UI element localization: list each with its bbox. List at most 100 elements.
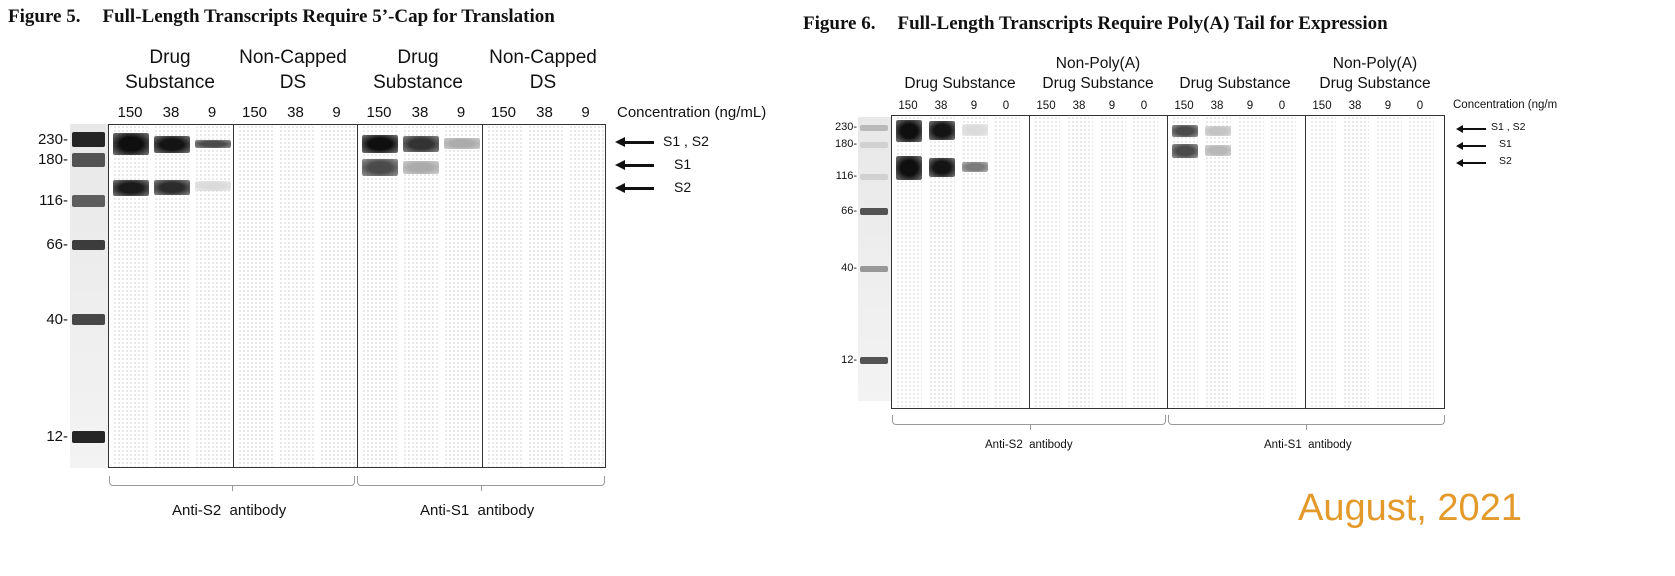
fig6-lane <box>1376 116 1402 408</box>
fig5-band <box>113 133 149 155</box>
fig5-group-label: Non-Capped DS <box>481 46 605 95</box>
figure6-title: Figure 6. Full-Length Transcripts Require… <box>803 13 1388 35</box>
fig5-lane <box>403 125 439 467</box>
fig6-antibody-label: Anti-S2 antibody <box>985 439 1073 451</box>
fig6-lane <box>1100 116 1126 408</box>
fig6-marker-label: 230- <box>834 121 857 133</box>
fig6-band <box>1205 126 1231 136</box>
fig6-concentration-value: 0 <box>1416 100 1424 112</box>
fig6-concentration-value: 9 <box>970 100 978 112</box>
fig6-group-label-line1: Non-Poly(A) <box>1055 55 1141 72</box>
fig5-lane <box>237 125 274 467</box>
fig6-marker-label: 12- <box>841 353 857 366</box>
fig6-antibody-label: Anti-S1 antibody <box>1264 439 1352 451</box>
fig6-group-label-line2: Drug Substance <box>1179 75 1291 92</box>
fig6-group-label: Non-Poly(A) Drug Substance <box>1305 54 1445 94</box>
figure6-title-text: Full-Length Transcripts Require Poly(A) … <box>897 13 1388 34</box>
fig5-ladder-lane <box>70 124 108 468</box>
fig6-ladder-band <box>860 142 888 148</box>
fig5-brace-tick <box>232 485 233 491</box>
fig5-ladder-band <box>72 314 105 325</box>
fig6-arrow <box>1456 159 1486 167</box>
fig6-group-label: Drug Substance <box>1167 54 1303 94</box>
fig6-band <box>962 124 988 136</box>
fig5-lane <box>444 125 480 467</box>
fig6-group-label-line2: Drug Substance <box>1042 75 1154 93</box>
fig6-group-label-line2: Drug Substance <box>1319 75 1431 93</box>
fig5-lane <box>319 125 356 467</box>
fig5-group-label: Drug Substance <box>355 46 481 95</box>
fig6-concentration-value: 38 <box>1210 100 1224 112</box>
fig6-lane-divider <box>1029 116 1030 408</box>
fig5-lane <box>362 125 398 467</box>
fig6-concentration-value: 0 <box>1278 100 1286 112</box>
fig6-lane <box>994 116 1020 408</box>
fig6-concentration-value: 9 <box>1246 100 1254 112</box>
fig6-ladder-band <box>860 357 888 364</box>
fig6-lane <box>1270 116 1296 408</box>
fig5-group-label-line2: Substance <box>125 71 215 93</box>
fig6-band <box>929 121 955 140</box>
fig5-ladder-band <box>72 153 105 167</box>
fig5-group-label-line1: Non-Capped <box>239 47 347 68</box>
fig5-concentration-value: 9 <box>207 104 217 121</box>
fig5-marker-label: 116- <box>39 192 68 209</box>
fig5-concentration-value: 9 <box>456 104 466 121</box>
fig5-lane <box>568 125 605 467</box>
fig6-concentration-value: 0 <box>1140 100 1148 112</box>
fig6-brace <box>892 415 1166 425</box>
fig6-lane <box>1310 116 1336 408</box>
fig6-ladder-band <box>860 208 888 215</box>
fig6-lane-divider <box>1167 116 1168 408</box>
fig6-concentration-value: 9 <box>1108 100 1116 112</box>
fig5-band <box>195 181 231 191</box>
fig5-band <box>195 140 231 148</box>
fig5-concentration-value: 9 <box>332 104 341 121</box>
fig6-gel-panel <box>891 115 1445 409</box>
fig6-arrow <box>1456 142 1486 150</box>
fig5-lane-divider <box>357 125 358 467</box>
fig5-gel-panel <box>108 124 606 468</box>
figure5-title: Figure 5. Full-Length Transcripts Require… <box>8 6 555 28</box>
fig5-ladder-band <box>72 431 105 443</box>
fig5-concentration-value: 38 <box>162 104 180 121</box>
fig6-group-label-line1 <box>1167 54 1303 74</box>
fig5-group-label-line1: Drug <box>149 47 191 68</box>
fig6-lane <box>1238 116 1264 408</box>
fig6-lane <box>1172 116 1198 408</box>
fig5-lane-divider <box>481 125 483 467</box>
figure5-number: Figure 5. <box>8 6 81 27</box>
fig6-group-label-line1: Non-Poly(A) <box>1332 55 1418 72</box>
fig5-marker-label: 66- <box>46 236 68 253</box>
fig6-brace-tick <box>1030 424 1031 430</box>
fig5-arrow <box>615 160 654 170</box>
fig5-concentration-value: 150 <box>241 104 268 121</box>
fig6-group-label: Drug Substance <box>892 54 1028 94</box>
fig5-ladder-band <box>72 240 105 250</box>
fig6-concentration-value: 38 <box>1348 100 1362 112</box>
fig6-lane <box>1408 116 1434 408</box>
fig5-concentration-value: 38 <box>411 104 429 121</box>
fig5-lane <box>278 125 315 467</box>
fig6-ladder-band <box>860 266 888 272</box>
fig6-band <box>1172 144 1198 158</box>
fig6-group-label: Non-Poly(A) Drug Substance <box>1030 54 1166 94</box>
fig5-lane <box>154 125 190 467</box>
fig6-marker-label: 66- <box>841 204 857 217</box>
fig6-concentration-value: 9 <box>1384 100 1392 112</box>
fig5-ladder-band <box>72 195 105 207</box>
fig5-band <box>362 159 398 176</box>
fig6-lane <box>1132 116 1158 408</box>
fig6-lane <box>1067 116 1093 408</box>
fig6-marker-label: 40- <box>841 262 857 274</box>
fig5-lane <box>527 125 564 467</box>
fig5-group-label-line1: Drug <box>397 47 439 68</box>
fig6-marker-label: 116- <box>835 170 857 182</box>
fig5-arrow <box>615 183 654 193</box>
fig6-band <box>929 158 955 177</box>
fig5-group-label: Drug Substance <box>110 46 230 95</box>
fig5-concentration-label: Concentration (ng/mL) <box>617 104 767 121</box>
fig6-brace-tick <box>1306 424 1307 430</box>
fig6-concentration-value: 150 <box>1312 100 1332 112</box>
fig5-lane <box>113 125 149 467</box>
